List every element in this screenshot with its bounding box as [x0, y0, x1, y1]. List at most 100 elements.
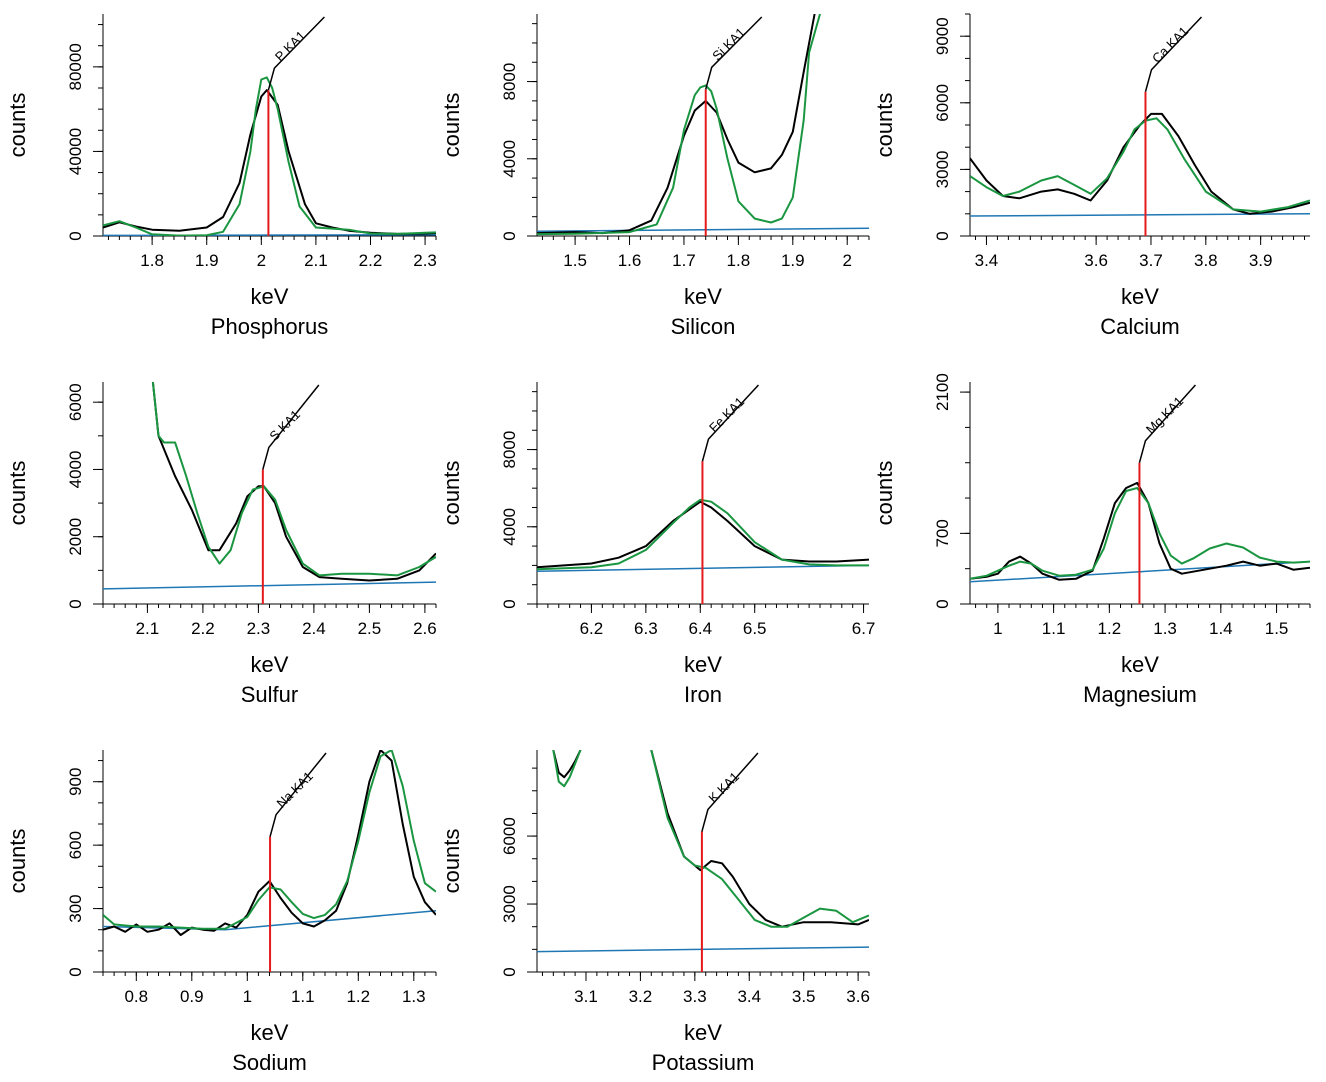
peak-label: Ca KA1	[1149, 24, 1191, 66]
x-tick-label: 2	[257, 251, 266, 270]
fit-series-line	[103, 750, 436, 930]
y-axis-label: counts	[5, 461, 30, 526]
x-tick-label: 1	[993, 619, 1002, 638]
x-tick-label: 6.5	[743, 619, 767, 638]
panel-calcium: 3.4 3.6 3.7 3.8 3.9 0 3000 6000 9000 keV counts Cal…	[872, 13, 1310, 339]
y-tick-label: 0	[933, 231, 952, 240]
fit-series-line	[650, 750, 869, 928]
x-tick-label: 0.8	[124, 987, 148, 1006]
y-tick-label: 0	[500, 599, 519, 608]
x-tick-label: 2.4	[302, 619, 326, 638]
x-tick-label: 1.5	[1265, 619, 1289, 638]
panel-title: Phosphorus	[211, 314, 328, 339]
panel-phosphorus: 1.8 1.9 2 2.1 2.2 2.3 0 40000 80000 keV counts Phos…	[5, 14, 437, 339]
x-axis-label: keV	[684, 652, 722, 677]
x-tick-label: 3.6	[846, 987, 870, 1006]
y-tick-label: 3000	[933, 150, 952, 188]
panel-title: Calcium	[1100, 314, 1179, 339]
measured-series-line	[650, 750, 869, 928]
y-axis-label: counts	[872, 93, 897, 158]
fit-series-line	[151, 382, 436, 577]
x-tick-label: 3.4	[975, 251, 999, 270]
x-tick-label: 3.1	[574, 987, 598, 1006]
peak-leader-line	[262, 384, 320, 470]
y-tick-label: 0	[66, 967, 85, 976]
y-tick-label: 4000	[66, 451, 85, 489]
y-tick-label: 0	[500, 231, 519, 240]
x-tick-label: 1.9	[781, 251, 805, 270]
panel-title: Magnesium	[1083, 682, 1197, 707]
y-tick-label: 8000	[500, 63, 519, 101]
x-tick-label: 1.1	[291, 987, 315, 1006]
y-tick-label: 6000	[933, 84, 952, 122]
y-tick-label: 6000	[500, 817, 519, 855]
y-tick-label: 3000	[500, 885, 519, 923]
peak-leader-line	[701, 752, 759, 832]
x-tick-label: 3.5	[792, 987, 816, 1006]
fit-series-line	[970, 117, 1310, 213]
fit-series-line	[552, 750, 582, 788]
x-axis-label: keV	[1121, 284, 1159, 309]
y-tick-label: 4000	[500, 140, 519, 178]
panel-title: Potassium	[652, 1050, 755, 1075]
x-tick-label: 6.2	[580, 619, 604, 638]
y-tick-label: 700	[933, 519, 952, 547]
x-tick-label: 1.4	[1209, 619, 1233, 638]
x-tick-label: 1.7	[672, 251, 696, 270]
x-axis-label: keV	[684, 284, 722, 309]
y-tick-label: 900	[66, 768, 85, 796]
measured-series-line	[537, 14, 816, 235]
peak-label: P KA1	[272, 28, 309, 65]
peak-label: Si KA1	[709, 25, 748, 64]
y-axis-label: counts	[5, 829, 30, 894]
x-tick-label: 1.1	[1042, 619, 1066, 638]
peak-leader-line	[269, 752, 327, 837]
background-series-line	[103, 581, 436, 590]
x-tick-label: 2.5	[358, 619, 382, 638]
y-axis-label: counts	[439, 829, 464, 894]
x-tick-label: 6.7	[852, 619, 876, 638]
x-tick-label: 2.2	[191, 619, 215, 638]
measured-series-line	[970, 481, 1310, 581]
fit-series-line	[970, 487, 1310, 580]
y-tick-label: 0	[66, 599, 85, 608]
peak-leader-line	[701, 384, 760, 462]
x-tick-label: 1.8	[727, 251, 751, 270]
y-tick-label: 40000	[66, 128, 85, 175]
x-tick-label: 1.2	[346, 987, 370, 1006]
background-series-line	[970, 213, 1310, 217]
y-axis-label: counts	[872, 461, 897, 526]
peak-leader-line	[704, 16, 763, 90]
peak-label: Mg KA1	[1143, 394, 1186, 437]
panel-sulfur: 2.1 2.2 2.3 2.4 2.5 2.6 0 2000 4000 6000 keV counts…	[5, 382, 437, 707]
x-tick-label: 3.8	[1194, 251, 1218, 270]
panel-title: Silicon	[671, 314, 736, 339]
measured-series-line	[103, 89, 436, 235]
x-tick-label: 6.3	[634, 619, 658, 638]
y-tick-label: 9000	[933, 17, 952, 55]
y-tick-label: 0	[933, 599, 952, 608]
panel-iron: 6.2 6.3 6.4 6.5 6.7 0 4000 8000 keV counts Iron Fe …	[439, 382, 875, 707]
x-tick-label: 2	[842, 251, 851, 270]
y-tick-label: 80000	[66, 43, 85, 90]
x-tick-label: 3.6	[1084, 251, 1108, 270]
x-tick-label: 3.7	[1139, 251, 1163, 270]
y-tick-label: 600	[66, 831, 85, 859]
x-tick-label: 1	[243, 987, 252, 1006]
peak-leader-line	[267, 16, 325, 91]
x-tick-label: 2.1	[136, 619, 160, 638]
x-tick-label: 1.6	[618, 251, 642, 270]
y-axis-label: counts	[439, 93, 464, 158]
panel-magnesium: 1 1.1 1.2 1.3 1.4 1.5 0 700 2100 keV counts Magnesi…	[872, 373, 1311, 707]
background-series-line	[537, 227, 869, 232]
peak-label: Na KA1	[274, 769, 316, 811]
x-axis-label: keV	[251, 652, 289, 677]
x-tick-label: 3.4	[737, 987, 761, 1006]
x-tick-label: 2.2	[359, 251, 383, 270]
panel-title: Sulfur	[241, 682, 298, 707]
panel-potassium: 3.1 3.2 3.3 3.4 3.5 3.6 0 3000 6000 keV counts Pota…	[439, 750, 870, 1075]
x-tick-label: 2.1	[304, 251, 328, 270]
measured-series-line	[537, 500, 869, 569]
x-axis-label: keV	[251, 284, 289, 309]
